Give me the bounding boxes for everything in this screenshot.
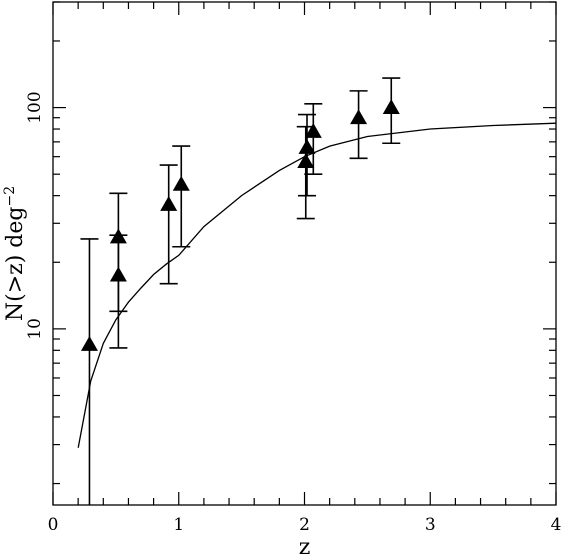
data-point: [159, 164, 178, 285]
model-curve: [77, 122, 557, 448]
data-point: [304, 103, 323, 175]
triangle-marker: [109, 266, 127, 282]
y-tick-label: 10: [25, 318, 45, 340]
triangle-marker: [160, 195, 178, 211]
data-point: [109, 234, 128, 349]
triangle-marker: [297, 153, 315, 168]
y-axis-label: N(>z) deg−2: [2, 186, 28, 321]
triangle-marker: [304, 122, 322, 138]
data-point: [349, 90, 368, 160]
plot-frame: [52, 1, 557, 506]
triangle-marker: [80, 335, 98, 351]
data-point: [382, 77, 401, 145]
x-tick-label: 4: [551, 515, 562, 535]
triangle-marker: [382, 99, 400, 114]
data-point: [80, 238, 99, 505]
axis-ticks: [52, 1, 557, 505]
y-tick-label: 100: [25, 91, 45, 123]
x-axis-label: z: [299, 535, 311, 557]
x-tick-label: 0: [48, 515, 59, 535]
triangle-marker: [298, 139, 316, 154]
triangle-marker: [350, 109, 368, 125]
x-tick-label: 1: [173, 515, 184, 535]
data-point: [296, 125, 315, 220]
data-point: [298, 113, 317, 197]
triangle-marker: [172, 175, 190, 191]
tick-labels: 0 1 2 3 4 10 100: [25, 91, 561, 535]
x-tick-label: 3: [425, 515, 436, 535]
y-axis-label-main: N(>z) deg: [3, 207, 28, 322]
data-points: [80, 77, 401, 505]
data-point: [172, 145, 191, 248]
y-axis-label-exponent: −2: [2, 186, 18, 207]
x-tick-label: 2: [299, 515, 310, 535]
